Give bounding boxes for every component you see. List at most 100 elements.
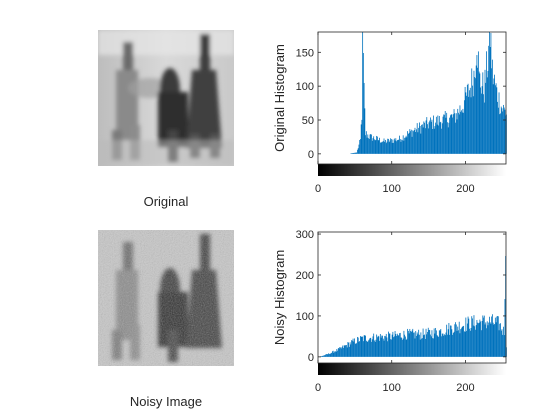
noisy-histogram-bar <box>449 334 451 357</box>
original-histogram-bar <box>406 137 408 154</box>
noisy-histogram-bar <box>466 323 468 357</box>
noisy-histogram-bar <box>433 338 434 357</box>
original-histogram-bar <box>458 114 460 154</box>
noisy-histogram-bar <box>352 338 354 357</box>
noisy-histogram-bar <box>410 331 411 357</box>
noisy-histogram-bar <box>455 322 456 357</box>
original-histogram-bar <box>395 138 397 154</box>
noisy-histogram-bar <box>371 339 373 357</box>
noisy-histogram-bar <box>340 348 342 357</box>
original-histogram-bar <box>446 112 448 154</box>
original-histogram-bar <box>485 82 487 154</box>
original-histogram-bar <box>407 133 409 154</box>
noisy-histogram-bar <box>385 336 386 357</box>
noisy-histogram-bar <box>479 319 481 357</box>
noisy-histogram-bar <box>496 316 498 357</box>
original-histogram-bar <box>375 139 377 154</box>
original-histogram-bar <box>351 153 352 154</box>
original-histogram-bar <box>433 115 434 154</box>
original-histogram-bar <box>490 32 492 154</box>
original-caption: Original <box>143 194 189 209</box>
noisy-histogram-bar <box>483 317 484 357</box>
original-histogram-bar <box>444 114 445 154</box>
noisy-histogram-bar <box>378 336 380 357</box>
noisy-histogram-bar <box>434 333 436 357</box>
noisy-histogram-bar <box>472 325 474 357</box>
noisy-histogram-bar <box>428 329 430 357</box>
original-histogram-bar <box>360 139 361 154</box>
original-histogram-bar <box>421 124 423 154</box>
noisy-histogram-bar <box>382 338 384 357</box>
noisy-histogram-bar <box>419 339 421 357</box>
noisy-histogram-bar <box>497 316 499 357</box>
noisy-histogram-bar <box>460 329 462 357</box>
noisy-histogram-bar <box>383 340 385 357</box>
original-histogram-bar <box>463 112 465 154</box>
original-histogram-bar <box>480 87 481 154</box>
noisy-histogram-bar <box>321 356 323 357</box>
original-histogram-bar <box>461 110 462 154</box>
noisy-image <box>98 230 234 366</box>
noisy-histogram-bar <box>462 326 464 357</box>
original-histogram-bar <box>387 138 389 154</box>
original-histogram-bar <box>483 94 484 154</box>
original-histogram-bar <box>357 149 358 154</box>
noisy-histogram-bar <box>461 328 462 357</box>
noisy-histogram-bar <box>469 328 470 357</box>
original-histogram-bar <box>419 126 421 154</box>
noisy-histogram-bar <box>461 327 463 357</box>
original-histogram-bar <box>390 138 392 154</box>
original-histogram-bar <box>411 136 413 154</box>
original-histogram-bar <box>495 83 497 154</box>
noisy-histogram-bar <box>406 338 408 357</box>
original-histogram-bar <box>496 87 498 154</box>
noisy-histogram-bar <box>502 334 504 357</box>
original-histogram-bar <box>491 59 493 154</box>
original-histogram-bar <box>380 142 382 154</box>
noisy-histogram-bar <box>387 341 389 357</box>
noisy-histogram-bar <box>444 334 445 357</box>
original-histogram-bar <box>500 106 502 154</box>
noisy-histogram-bar <box>393 337 394 357</box>
original-histogram-bar <box>452 117 453 154</box>
original-histogram-bar <box>374 140 376 154</box>
noisy-histogram-bar <box>443 335 445 357</box>
noisy-histogram-bar <box>405 336 406 357</box>
noisy-histogram-bar <box>356 342 358 357</box>
noisy-histogram-bar <box>354 338 355 357</box>
noisy-histogram-bar <box>453 331 455 357</box>
noisy-histogram-bar <box>355 343 357 357</box>
noisy-histogram-bar <box>375 339 377 357</box>
original-histogram-bar <box>413 131 414 154</box>
noisy-histogram-bar <box>426 334 428 357</box>
noisy-histogram-bar <box>483 315 485 357</box>
noisy-histogram-bar <box>362 341 364 357</box>
original-histogram-bar <box>481 86 483 154</box>
original-histogram-bar <box>393 142 394 154</box>
noisy-histogram-bar <box>423 335 425 357</box>
noisy-histogram-bar <box>440 329 442 357</box>
original-histogram-bar <box>475 78 476 154</box>
original-histogram-bar <box>379 137 380 154</box>
original-histogram-bar <box>503 107 505 154</box>
original-histogram-bar <box>500 113 501 154</box>
original-histogram-bar <box>384 141 386 154</box>
original-histogram-bar <box>354 152 355 154</box>
original-histogram-bar <box>454 113 456 154</box>
noisy-histogram-bar <box>389 333 391 357</box>
original-histogram-bar <box>376 136 378 154</box>
original-histogram-bar <box>424 128 426 154</box>
noisy-histogram-bar <box>466 330 467 357</box>
original-histogram-bar <box>362 32 364 154</box>
original-histogram-bar <box>452 114 454 154</box>
noisy-histogram-bar <box>442 333 444 357</box>
original-histogram-bar <box>497 107 499 154</box>
noisy-histogram-bar <box>452 334 453 357</box>
noisy-histogram-bar <box>402 339 403 357</box>
original-histogram-bar <box>469 90 470 154</box>
noisy-histogram-bar <box>403 330 405 357</box>
noisy-histogram-bar <box>482 315 484 357</box>
noisy-histogram-bar <box>489 316 490 357</box>
noisy-xtick-label: 200 <box>456 382 474 394</box>
